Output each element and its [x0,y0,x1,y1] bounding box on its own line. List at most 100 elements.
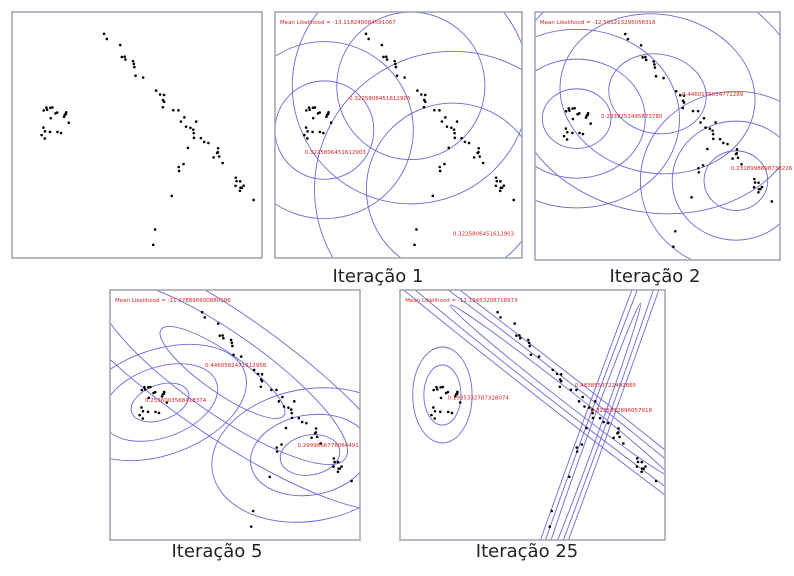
data-point [275,450,279,453]
data-point [55,111,59,114]
data-point [699,121,702,124]
data-point [239,355,243,358]
data-point [221,334,224,337]
data-point [177,169,181,173]
data-point [453,131,456,135]
data-point [635,457,639,460]
data-point [67,121,71,125]
data-point [682,94,686,97]
data-point [585,114,589,117]
data-point [151,243,155,247]
panel-bg [110,290,360,540]
annotation: Mean Likelihood = -13.118240084591067 [280,20,396,26]
data-point [143,385,146,389]
data-point [460,136,463,140]
gaussian-contour [412,346,473,444]
data-point [736,156,740,160]
data-point [449,126,453,130]
data-point [495,179,499,183]
data-point [639,44,643,47]
data-point [527,338,530,342]
data-point [170,194,174,198]
data-point [433,108,436,112]
data-point [420,93,423,96]
gaussian-contour [559,13,756,175]
data-point [154,410,157,414]
data-point [423,93,427,97]
annotation: 0.2999866776064491 [298,443,359,449]
data-point [216,150,220,154]
data-point [575,446,579,449]
data-point [644,58,648,62]
data-point [587,406,591,409]
data-point [681,106,685,110]
data-point [249,525,253,528]
data-point [147,396,150,400]
data-point [623,32,627,36]
annotation: Mean Likelihood = -12.591213295058318 [540,20,656,26]
data-point [760,185,764,189]
data-point [440,120,444,123]
data-point [494,176,498,179]
data-point [403,76,406,79]
gaussian-contour [110,343,247,462]
data-point [124,58,127,61]
data-point [132,62,136,66]
gaussian-contour [365,102,522,258]
data-point [690,196,693,199]
data-point [722,141,725,145]
data-point [141,76,145,79]
data-point [757,181,760,185]
data-point [431,194,435,198]
data-point [548,525,552,528]
data-point [179,120,183,123]
gaussian-contour [449,304,665,476]
data-point [415,228,418,231]
data-point [518,334,521,337]
data-point [681,99,685,103]
data-point [275,446,279,449]
data-point [447,146,451,150]
data-point [310,436,313,440]
data-point [157,411,161,415]
panel-bg [275,12,522,258]
annotation: Mean Likelihood = -11.13453208718973 [405,298,518,304]
data-point [558,385,562,389]
data-point [149,385,152,389]
data-point [502,184,506,187]
data-point [394,62,397,66]
data-point [242,184,245,187]
gaussian-contour [540,302,642,540]
data-point [757,191,760,194]
data-point [591,416,595,420]
data-point [422,98,426,102]
panel-border [399,289,666,541]
data-point [753,177,756,181]
gaussian-contour [314,50,522,258]
data-point [332,465,335,468]
data-point [281,395,284,399]
data-point [311,116,315,120]
data-point [186,146,190,150]
data-point [49,106,52,110]
data-point [430,413,433,417]
data-point [757,187,761,191]
gaussian-contour [275,80,375,180]
data-point [192,131,196,135]
data-point [635,465,639,468]
data-point [311,106,315,110]
data-point [48,130,52,134]
data-point [477,150,480,154]
data-point [584,116,588,119]
panel [275,12,522,258]
data-point [581,395,585,399]
data-point [305,421,308,425]
data-point [564,127,568,130]
data-point [207,141,210,145]
data-point [566,130,569,134]
data-point [45,106,48,109]
data-point [616,431,620,434]
data-point [162,390,166,394]
gaussian-contour [250,413,360,497]
data-point [735,151,739,155]
